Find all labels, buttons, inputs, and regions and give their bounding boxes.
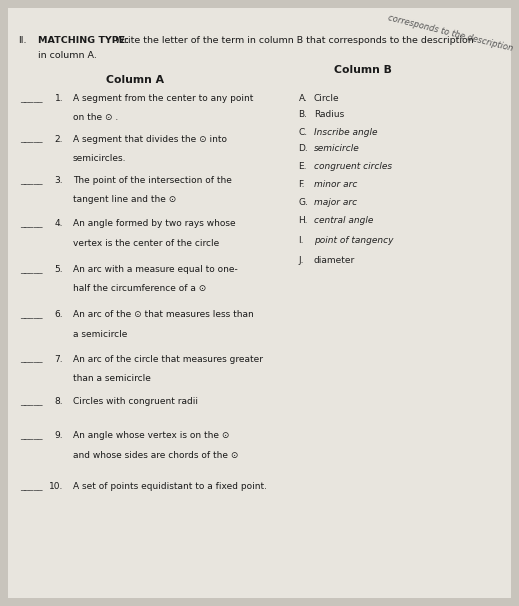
Text: point of tangency: point of tangency <box>314 236 393 245</box>
Text: semicircle: semicircle <box>314 144 360 153</box>
Text: a semicircle: a semicircle <box>73 330 127 339</box>
Text: Radius: Radius <box>314 110 344 119</box>
Text: E.: E. <box>298 162 307 171</box>
Text: minor arc: minor arc <box>314 180 358 189</box>
Text: _____: _____ <box>20 310 42 319</box>
Text: II.: II. <box>18 36 26 45</box>
Text: on the ⊙ .: on the ⊙ . <box>73 113 118 122</box>
Text: J.: J. <box>298 256 304 265</box>
Text: _____: _____ <box>20 176 42 185</box>
Text: central angle: central angle <box>314 216 373 225</box>
Text: C.: C. <box>298 128 308 138</box>
Text: A set of points equidistant to a fixed point.: A set of points equidistant to a fixed p… <box>73 482 267 491</box>
Text: Circle: Circle <box>314 94 339 103</box>
Text: _____: _____ <box>20 431 42 441</box>
Text: F.: F. <box>298 180 305 189</box>
FancyBboxPatch shape <box>8 8 511 598</box>
Text: H.: H. <box>298 216 308 225</box>
Text: MATCHING TYPE:: MATCHING TYPE: <box>38 36 129 45</box>
Text: half the circumference of a ⊙: half the circumference of a ⊙ <box>73 284 206 293</box>
Text: 9.: 9. <box>54 431 63 441</box>
Text: semicircles.: semicircles. <box>73 154 126 163</box>
Text: An angle formed by two rays whose: An angle formed by two rays whose <box>73 219 235 228</box>
Text: _____: _____ <box>20 355 42 364</box>
Text: major arc: major arc <box>314 198 357 207</box>
Text: _____: _____ <box>20 265 42 274</box>
Text: 1.: 1. <box>54 94 63 103</box>
Text: 2.: 2. <box>54 135 63 144</box>
Text: 5.: 5. <box>54 265 63 274</box>
Text: _____: _____ <box>20 397 42 406</box>
Text: Column A: Column A <box>106 75 164 85</box>
Text: Write the letter of the term in column B that corresponds to the description: Write the letter of the term in column B… <box>112 36 473 45</box>
Text: corresponds to the description: corresponds to the description <box>387 13 514 53</box>
Text: Column B: Column B <box>334 65 392 75</box>
Text: tangent line and the ⊙: tangent line and the ⊙ <box>73 195 176 204</box>
Text: 8.: 8. <box>54 397 63 406</box>
Text: An arc of the circle that measures greater: An arc of the circle that measures great… <box>73 355 263 364</box>
Text: B.: B. <box>298 110 307 119</box>
Text: Circles with congruent radii: Circles with congruent radii <box>73 397 198 406</box>
Text: A segment that divides the ⊙ into: A segment that divides the ⊙ into <box>73 135 227 144</box>
Text: An angle whose vertex is on the ⊙: An angle whose vertex is on the ⊙ <box>73 431 229 441</box>
Text: 7.: 7. <box>54 355 63 364</box>
Text: and whose sides are chords of the ⊙: and whose sides are chords of the ⊙ <box>73 451 238 460</box>
Text: The point of the intersection of the: The point of the intersection of the <box>73 176 231 185</box>
Text: diameter: diameter <box>314 256 355 265</box>
Text: _____: _____ <box>20 135 42 144</box>
Text: _____: _____ <box>20 219 42 228</box>
Text: G.: G. <box>298 198 308 207</box>
Text: _____: _____ <box>20 482 42 491</box>
Text: 10.: 10. <box>49 482 64 491</box>
Text: vertex is the center of the circle: vertex is the center of the circle <box>73 239 219 248</box>
Text: A.: A. <box>298 94 307 103</box>
Text: An arc of the ⊙ that measures less than: An arc of the ⊙ that measures less than <box>73 310 253 319</box>
Text: 3.: 3. <box>54 176 63 185</box>
Text: I.: I. <box>298 236 304 245</box>
Text: Inscribe angle: Inscribe angle <box>314 128 377 138</box>
Text: A segment from the center to any point: A segment from the center to any point <box>73 94 253 103</box>
Text: in column A.: in column A. <box>38 51 97 60</box>
Text: 6.: 6. <box>54 310 63 319</box>
Text: than a semicircle: than a semicircle <box>73 374 151 383</box>
Text: congruent circles: congruent circles <box>314 162 392 171</box>
Text: D.: D. <box>298 144 308 153</box>
Text: 4.: 4. <box>54 219 63 228</box>
Text: An arc with a measure equal to one-: An arc with a measure equal to one- <box>73 265 237 274</box>
Text: _____: _____ <box>20 94 42 103</box>
